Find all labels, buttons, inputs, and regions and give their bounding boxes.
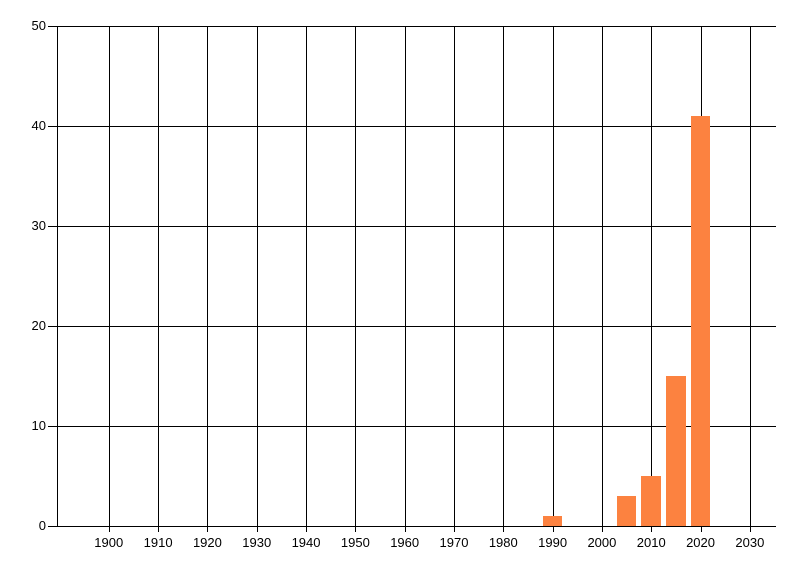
y-tick-label: 50 [31,18,46,33]
x-tick-label: 1990 [538,535,568,550]
bar [690,116,711,526]
y-tick-label: 40 [31,118,46,133]
v-gridline [306,26,307,532]
x-tick-label: 1940 [291,535,321,550]
h-gridline [48,326,776,327]
y-tick-label: 10 [31,418,46,433]
bar [641,476,662,526]
x-tick-label: 2020 [686,535,715,550]
v-gridline [750,26,751,532]
x-tick-label: 2010 [636,535,666,550]
x-tick-label: 2000 [587,535,617,550]
x-tick-label: 1950 [340,535,370,550]
v-gridline [257,26,258,532]
x-tick-label: 1980 [488,535,518,550]
x-tick-label: 2030 [735,535,765,550]
v-gridline [109,26,110,532]
v-gridline [207,26,208,532]
h-gridline [48,526,776,527]
v-gridline [355,26,356,532]
bar [666,376,686,526]
v-gridline [405,26,406,532]
y-tick-label: 0 [38,518,46,533]
y-axis-line [57,26,58,526]
v-gridline [503,26,504,532]
h-gridline [48,426,776,427]
v-gridline [553,26,554,532]
h-gridline [48,26,776,27]
h-gridline [48,226,776,227]
bar [616,496,637,526]
x-tick-label: 1920 [192,535,222,550]
v-gridline [651,26,652,532]
h-gridline [48,126,776,127]
x-tick-label: 1970 [439,535,469,550]
v-gridline [158,26,159,532]
x-tick-label: 1900 [94,535,124,550]
v-gridline [602,26,603,532]
bar [542,516,563,526]
x-tick-label: 1960 [390,535,420,550]
y-tick-label: 20 [31,318,46,333]
y-tick-label: 30 [31,218,46,233]
v-gridline [454,26,455,532]
x-tick-label: 1930 [242,535,272,550]
x-tick-label: 1910 [143,535,173,550]
